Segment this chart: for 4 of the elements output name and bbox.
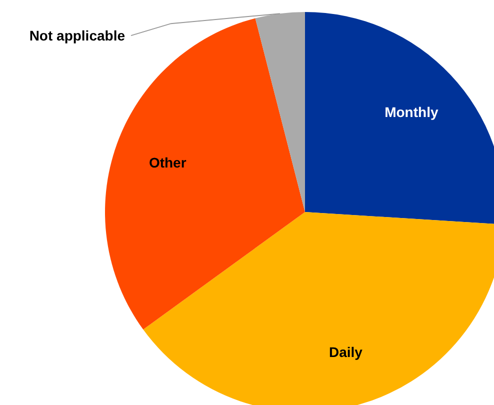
slice-label: Daily [329, 344, 363, 360]
slice-label: Other [148, 154, 187, 171]
slice-label: Monthly [384, 104, 438, 120]
slice-label: Not applicable [29, 28, 126, 44]
